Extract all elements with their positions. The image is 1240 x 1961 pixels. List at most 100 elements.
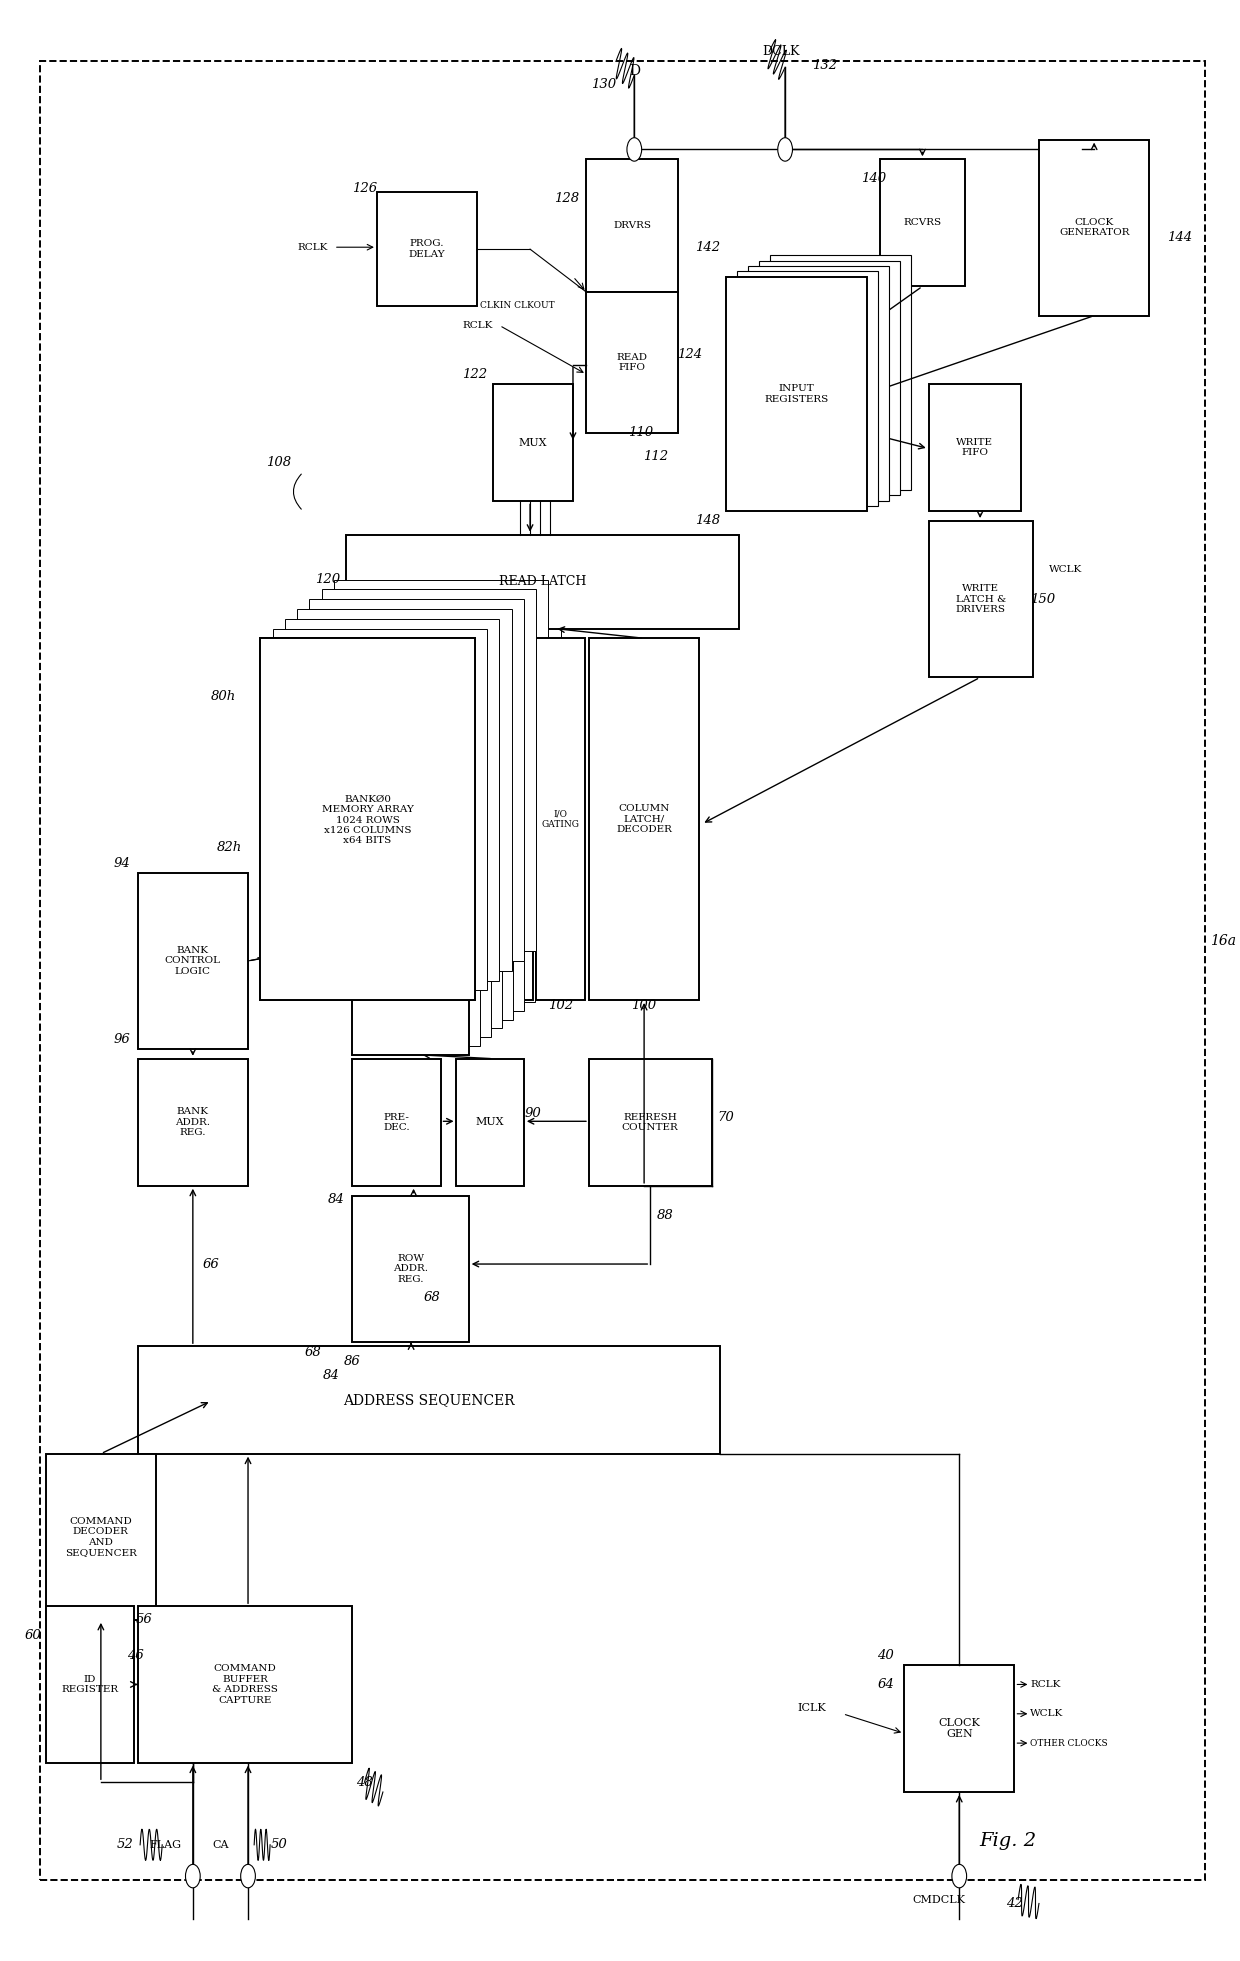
Text: CMDCLK: CMDCLK [911, 1894, 965, 1904]
Text: 82h: 82h [217, 841, 242, 855]
Text: ICLK: ICLK [797, 1702, 827, 1712]
Text: 50: 50 [270, 1837, 286, 1851]
Text: BANK
CONTROL
LOGIC: BANK CONTROL LOGIC [165, 945, 221, 977]
Text: 150: 150 [1030, 592, 1055, 606]
Text: 16a: 16a [1210, 933, 1236, 949]
Text: 120: 120 [315, 573, 340, 586]
Text: READ
FIFO: READ FIFO [618, 353, 649, 373]
Text: 124: 124 [677, 349, 702, 361]
Text: I/O
GATING: I/O GATING [542, 810, 580, 830]
FancyBboxPatch shape [418, 777, 534, 1002]
Text: 48: 48 [356, 1777, 373, 1788]
FancyBboxPatch shape [1039, 139, 1149, 316]
Text: 70: 70 [718, 1110, 734, 1124]
FancyBboxPatch shape [904, 1665, 1014, 1792]
FancyBboxPatch shape [879, 159, 966, 286]
FancyBboxPatch shape [386, 804, 502, 1028]
FancyBboxPatch shape [346, 571, 560, 931]
Text: 144: 144 [1167, 231, 1193, 243]
Text: DCLK: DCLK [763, 45, 800, 59]
Text: 42: 42 [1006, 1896, 1023, 1910]
Text: RCLK: RCLK [463, 322, 494, 329]
Text: 132: 132 [812, 59, 837, 73]
Text: 128: 128 [554, 192, 579, 204]
Text: ID
REGISTER: ID REGISTER [61, 1675, 118, 1694]
Text: 66: 66 [203, 1257, 219, 1271]
FancyBboxPatch shape [929, 384, 1021, 512]
Text: 52: 52 [117, 1837, 134, 1851]
Text: 80h: 80h [211, 690, 236, 704]
FancyBboxPatch shape [397, 794, 513, 1020]
FancyBboxPatch shape [374, 812, 491, 1037]
Text: BANK
ADDR.
REG.: BANK ADDR. REG. [175, 1108, 211, 1137]
Text: 60: 60 [25, 1630, 42, 1641]
Circle shape [952, 1865, 967, 1888]
Text: 148: 148 [696, 514, 720, 528]
Text: 130: 130 [591, 78, 616, 92]
FancyBboxPatch shape [408, 786, 525, 1010]
Text: WRITE
FIFO: WRITE FIFO [956, 437, 993, 457]
Text: 82a: 82a [371, 808, 396, 822]
FancyBboxPatch shape [479, 637, 532, 1000]
Text: 56: 56 [135, 1614, 153, 1626]
Text: COMMAND
BUFFER
& ADDRESS
CAPTURE: COMMAND BUFFER & ADDRESS CAPTURE [212, 1665, 278, 1704]
FancyBboxPatch shape [346, 535, 739, 629]
Text: 108: 108 [267, 455, 291, 469]
Text: Fig. 2: Fig. 2 [980, 1832, 1037, 1849]
Text: CLOCK
GEN: CLOCK GEN [939, 1718, 980, 1739]
Text: DRVRS: DRVRS [614, 222, 651, 229]
Text: 126: 126 [352, 182, 377, 194]
Text: OTHER CLOCKS: OTHER CLOCKS [1030, 1739, 1109, 1747]
FancyBboxPatch shape [46, 1453, 156, 1620]
FancyBboxPatch shape [770, 255, 911, 490]
FancyBboxPatch shape [260, 637, 475, 1000]
FancyBboxPatch shape [334, 580, 548, 941]
FancyBboxPatch shape [738, 271, 878, 506]
FancyBboxPatch shape [138, 1606, 352, 1763]
Text: INPUT
REGISTERS: INPUT REGISTERS [765, 384, 828, 404]
Text: 84: 84 [327, 1192, 345, 1206]
FancyBboxPatch shape [587, 292, 678, 433]
Text: COLUMN
LATCH/
DECODER: COLUMN LATCH/ DECODER [616, 804, 672, 833]
FancyBboxPatch shape [363, 822, 480, 1045]
FancyBboxPatch shape [587, 159, 678, 292]
Text: 102: 102 [548, 1000, 573, 1012]
FancyBboxPatch shape [309, 600, 525, 961]
FancyBboxPatch shape [929, 522, 1033, 677]
Text: WRITE
LATCH &
DRIVERS: WRITE LATCH & DRIVERS [956, 584, 1006, 614]
FancyBboxPatch shape [260, 637, 475, 1000]
Text: 86: 86 [343, 1355, 361, 1369]
Circle shape [241, 1865, 255, 1888]
Text: MUX: MUX [518, 437, 547, 447]
FancyBboxPatch shape [321, 590, 536, 951]
FancyBboxPatch shape [352, 1196, 469, 1341]
FancyBboxPatch shape [589, 637, 699, 1000]
Text: RCLK: RCLK [298, 243, 327, 251]
FancyBboxPatch shape [759, 261, 900, 496]
FancyBboxPatch shape [456, 1059, 525, 1186]
FancyBboxPatch shape [298, 610, 512, 971]
Text: REFRESH
COUNTER: REFRESH COUNTER [622, 1112, 678, 1131]
Text: 100: 100 [631, 1000, 657, 1012]
Text: ADDRESS SEQUENCER: ADDRESS SEQUENCER [343, 1392, 515, 1406]
Text: 142: 142 [696, 241, 720, 253]
FancyBboxPatch shape [748, 267, 889, 500]
Text: COMMAND
DECODER
AND
SEQUENCER: COMMAND DECODER AND SEQUENCER [64, 1516, 136, 1557]
FancyBboxPatch shape [138, 1059, 248, 1186]
Text: PRE-
DEC.: PRE- DEC. [383, 1112, 409, 1131]
Circle shape [186, 1865, 200, 1888]
FancyBboxPatch shape [589, 1059, 712, 1186]
Text: CA: CA [213, 1839, 229, 1849]
Text: 94: 94 [113, 857, 130, 869]
FancyBboxPatch shape [138, 1345, 720, 1453]
FancyBboxPatch shape [352, 830, 469, 1055]
Text: PROG.
DELAY: PROG. DELAY [409, 239, 445, 259]
Text: SENSE
AMPS: SENSE AMPS [487, 810, 523, 830]
Text: BANKØ0
MEMORY ARRAY
1024 ROWS
x126 COLUMNS
x64 BITS: BANKØ0 MEMORY ARRAY 1024 ROWS x126 COLUM… [321, 794, 413, 845]
FancyBboxPatch shape [536, 637, 585, 1000]
FancyBboxPatch shape [273, 629, 487, 990]
FancyBboxPatch shape [352, 1059, 440, 1186]
FancyBboxPatch shape [138, 873, 248, 1049]
FancyBboxPatch shape [727, 277, 867, 512]
Circle shape [777, 137, 792, 161]
